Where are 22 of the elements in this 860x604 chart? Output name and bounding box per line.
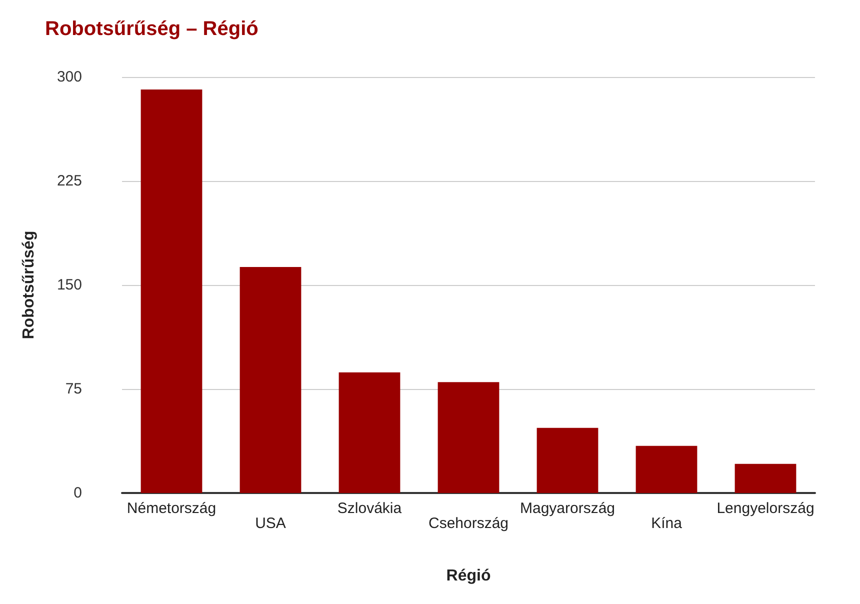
y-tick-label: 75 [65, 380, 82, 398]
y-tick-label: 0 [74, 484, 82, 502]
bar [734, 464, 796, 493]
x-tick-label: USA [255, 515, 286, 532]
x-tick-label: Magyarország [520, 500, 616, 517]
bar [636, 446, 698, 493]
bar [240, 266, 302, 493]
x-tick-label: Lengyelország [716, 500, 814, 517]
y-tick-label: 150 [56, 276, 82, 294]
bar [338, 372, 400, 493]
bar [438, 382, 500, 493]
bar [536, 428, 598, 493]
y-tick-label: 225 [56, 172, 82, 190]
y-axis-title: Robotsűrűség [20, 230, 38, 340]
chart-title: Robotsűrűség – Régió [45, 18, 258, 40]
x-axis-title: Régió [446, 568, 491, 584]
y-tick-label: 300 [56, 68, 82, 86]
x-tick-label: Csehország [428, 515, 509, 532]
x-tick-label: Németország [126, 500, 216, 517]
bar [140, 89, 202, 493]
x-tick-label: Kína [651, 515, 683, 532]
x-tick-label: Szlovákia [337, 500, 402, 517]
